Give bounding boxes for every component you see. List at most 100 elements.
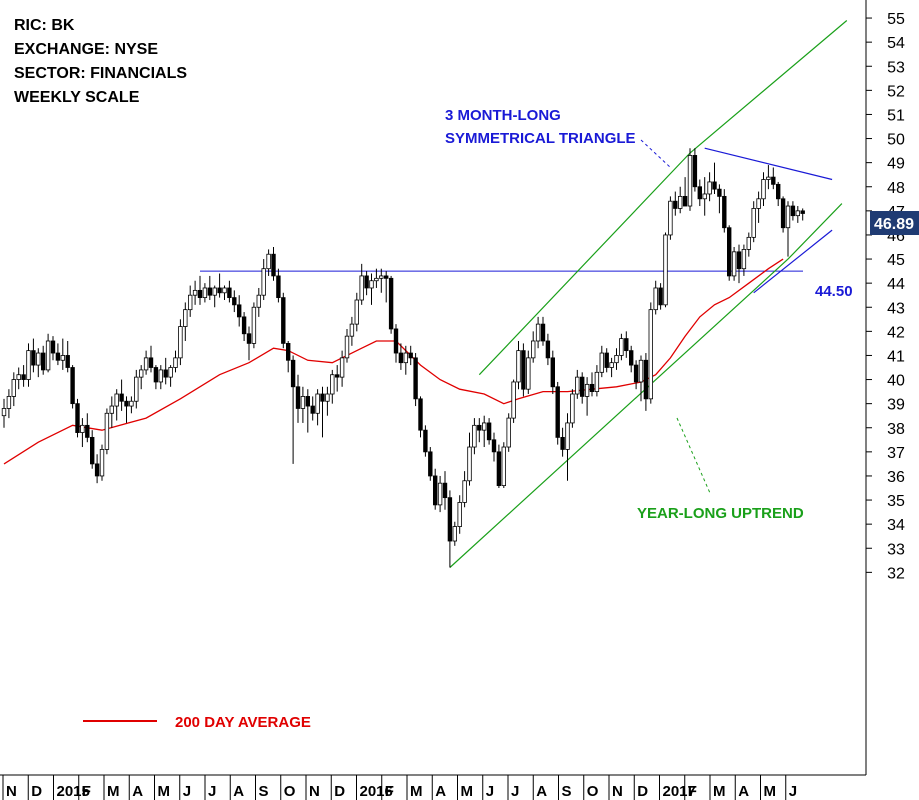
candle xyxy=(589,372,595,397)
candle-body xyxy=(197,289,203,299)
candle-body xyxy=(516,350,521,383)
candle-body xyxy=(467,446,472,482)
candle xyxy=(26,343,31,387)
x-tick-label: S xyxy=(562,783,572,800)
candle-body xyxy=(330,374,335,395)
candle-body xyxy=(668,200,673,236)
y-tick-label: 41 xyxy=(887,348,905,365)
candle xyxy=(506,413,511,452)
candle-body xyxy=(550,357,555,388)
candle-body xyxy=(41,352,46,371)
candle xyxy=(65,340,70,373)
candle-body xyxy=(535,323,541,342)
candle-body xyxy=(678,195,683,209)
candle xyxy=(295,374,301,423)
candle-body xyxy=(148,357,154,368)
candle-body xyxy=(624,338,629,352)
candle xyxy=(535,316,541,349)
candle-body xyxy=(746,236,751,250)
y-tick-label: 50 xyxy=(887,132,905,149)
candle xyxy=(673,191,678,216)
candle-body xyxy=(129,400,134,407)
candle xyxy=(261,259,266,301)
candle-body xyxy=(236,304,242,318)
candle xyxy=(717,184,722,214)
x-tick-label: S xyxy=(259,783,269,800)
candle-body xyxy=(349,323,355,337)
candle xyxy=(423,425,428,457)
y-tick-label: 37 xyxy=(887,445,905,462)
triangle-pointer xyxy=(640,139,672,169)
candle xyxy=(643,353,649,411)
candle xyxy=(496,444,502,488)
candle xyxy=(766,165,771,190)
candle-body xyxy=(413,357,418,400)
candle-body xyxy=(731,251,737,277)
candle xyxy=(325,386,330,416)
candle xyxy=(712,162,717,194)
x-tick-label: D xyxy=(334,783,345,800)
candle-body xyxy=(629,350,634,366)
y-tick-label: 32 xyxy=(887,565,905,582)
x-tick-label: N xyxy=(309,783,320,800)
candle-body xyxy=(648,309,653,400)
candle xyxy=(320,386,325,438)
candle-body xyxy=(251,306,257,344)
y-tick-label: 38 xyxy=(887,421,905,438)
candle-body xyxy=(99,449,105,477)
candle xyxy=(388,275,394,334)
candle xyxy=(780,196,786,233)
x-tick-label: F xyxy=(82,783,91,800)
candle-body xyxy=(428,451,433,477)
candle-body xyxy=(521,350,526,390)
candle xyxy=(481,415,487,448)
candle-body xyxy=(114,393,119,407)
candle xyxy=(187,285,193,317)
candle xyxy=(741,244,747,276)
candle xyxy=(212,285,217,308)
candle-body xyxy=(192,289,198,296)
candle-body xyxy=(432,475,438,506)
candle xyxy=(575,369,580,399)
candle xyxy=(163,357,168,385)
candle-body xyxy=(702,193,707,200)
candle-body xyxy=(70,367,75,405)
candle-body xyxy=(418,398,423,431)
candle xyxy=(374,268,379,288)
candle-body xyxy=(682,195,688,207)
y-tick-label: 35 xyxy=(887,493,905,510)
candle-body xyxy=(491,439,497,453)
candle xyxy=(771,167,776,190)
candle-body xyxy=(477,424,482,431)
y-tick-label: 43 xyxy=(887,300,905,317)
candle xyxy=(668,196,673,240)
candle xyxy=(232,290,237,313)
candle-body xyxy=(75,403,80,433)
y-tick-label: 39 xyxy=(887,397,905,414)
y-axis: 3233343536373839404142434445464748495051… xyxy=(865,0,905,775)
candle xyxy=(36,348,41,378)
x-tick-label: J xyxy=(208,783,216,800)
candle-body xyxy=(599,352,604,373)
candle xyxy=(290,355,296,464)
candle xyxy=(428,447,433,481)
candle-body xyxy=(766,176,771,180)
y-tick-label: 51 xyxy=(887,107,905,124)
moving-average-group xyxy=(3,258,784,465)
candle-body xyxy=(119,393,124,402)
candle xyxy=(609,357,614,378)
candle-body xyxy=(785,205,791,229)
trend-channel-group xyxy=(449,20,848,568)
candle xyxy=(276,268,281,303)
candle-body xyxy=(310,405,315,414)
candle-body xyxy=(800,210,805,214)
candle-body xyxy=(207,287,212,296)
candle-body xyxy=(584,383,590,397)
x-tick-label: M xyxy=(764,783,777,800)
candle-body xyxy=(614,355,619,364)
candle xyxy=(785,201,791,257)
candle xyxy=(153,365,159,390)
candle-body xyxy=(736,251,742,270)
candle xyxy=(648,302,653,404)
candle xyxy=(437,475,443,513)
